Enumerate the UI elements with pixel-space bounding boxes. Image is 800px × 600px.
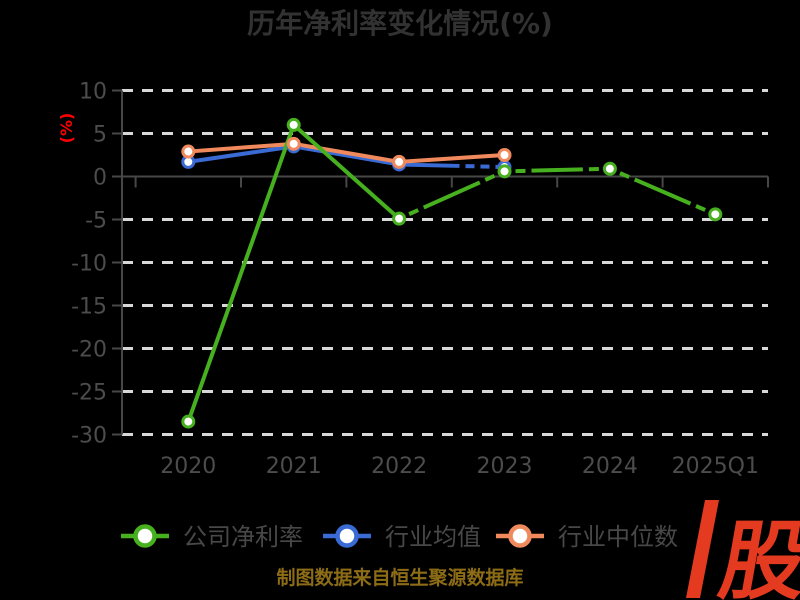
gridlines <box>122 89 768 436</box>
legend-label: 行业中位数 <box>558 523 678 551</box>
series-line-segment <box>609 166 717 217</box>
series-line-segment <box>399 162 505 170</box>
legend-marker-icon <box>133 524 157 548</box>
series-line-segment <box>504 166 610 174</box>
series-plot <box>181 117 723 429</box>
y-tick-label: -10 <box>71 252 107 277</box>
legend-item: 公司净利率 <box>121 523 303 551</box>
y-tick-label: -15 <box>71 295 107 320</box>
data-point <box>286 117 301 132</box>
y-tick-label: -25 <box>71 381 107 406</box>
y-tick-label: -20 <box>71 338 107 363</box>
series-line-segment <box>398 153 505 164</box>
series-line-segment <box>293 141 400 164</box>
y-tick-label: 10 <box>79 80 107 105</box>
x-tick-label: 2020 <box>160 454 216 479</box>
data-point <box>286 136 301 151</box>
data-point <box>602 161 617 176</box>
y-tick-label: 0 <box>93 166 107 191</box>
data-point <box>708 207 723 222</box>
series-line-segment <box>186 124 296 423</box>
y-axis-unit-label: (%) <box>57 113 76 144</box>
legend-item: 行业中位数 <box>496 523 678 551</box>
legend-label: 行业均值 <box>385 523 481 551</box>
watermark-logo: 股 <box>686 500 800 600</box>
legend-item: 行业均值 <box>323 523 481 551</box>
y-tick-label: -5 <box>85 209 107 234</box>
legend: 公司净利率 行业均值 行业中位数 <box>121 523 678 551</box>
data-point <box>181 144 196 159</box>
x-tick-label: 2025Q1 <box>672 454 759 479</box>
y-axis-labels: 10 5 0 -5 -10 -15 -20 -25 -30 <box>71 80 107 449</box>
x-tick-label: 2024 <box>582 454 638 479</box>
axes <box>112 89 769 436</box>
legend-marker-icon <box>335 524 359 548</box>
source-note: 制图数据来自恒生聚源数据库 <box>276 566 523 589</box>
logo-slash-icon <box>686 500 719 598</box>
x-axis-labels: 2020 2021 2022 2023 2024 2025Q1 <box>160 454 759 479</box>
chart-title: 历年净利率变化情况(%) <box>247 7 553 40</box>
series-line-segment <box>293 144 400 167</box>
series-line-segment <box>398 169 506 221</box>
x-tick-label: 2022 <box>371 454 427 479</box>
data-point <box>497 148 512 162</box>
x-tick-label: 2021 <box>266 454 322 479</box>
data-point <box>392 154 407 169</box>
data-point <box>181 414 196 429</box>
legend-label: 公司净利率 <box>183 523 303 551</box>
logo-character: 股 <box>712 513 800 600</box>
y-tick-label: 5 <box>93 123 107 148</box>
data-point <box>497 164 512 179</box>
series-line-segment <box>188 141 294 154</box>
x-tick-label: 2023 <box>477 454 533 479</box>
data-point <box>392 211 407 226</box>
legend-marker-icon <box>508 524 532 548</box>
series-line-segment <box>188 144 294 164</box>
series-line-segment <box>292 123 401 221</box>
y-tick-label: -30 <box>71 424 107 449</box>
